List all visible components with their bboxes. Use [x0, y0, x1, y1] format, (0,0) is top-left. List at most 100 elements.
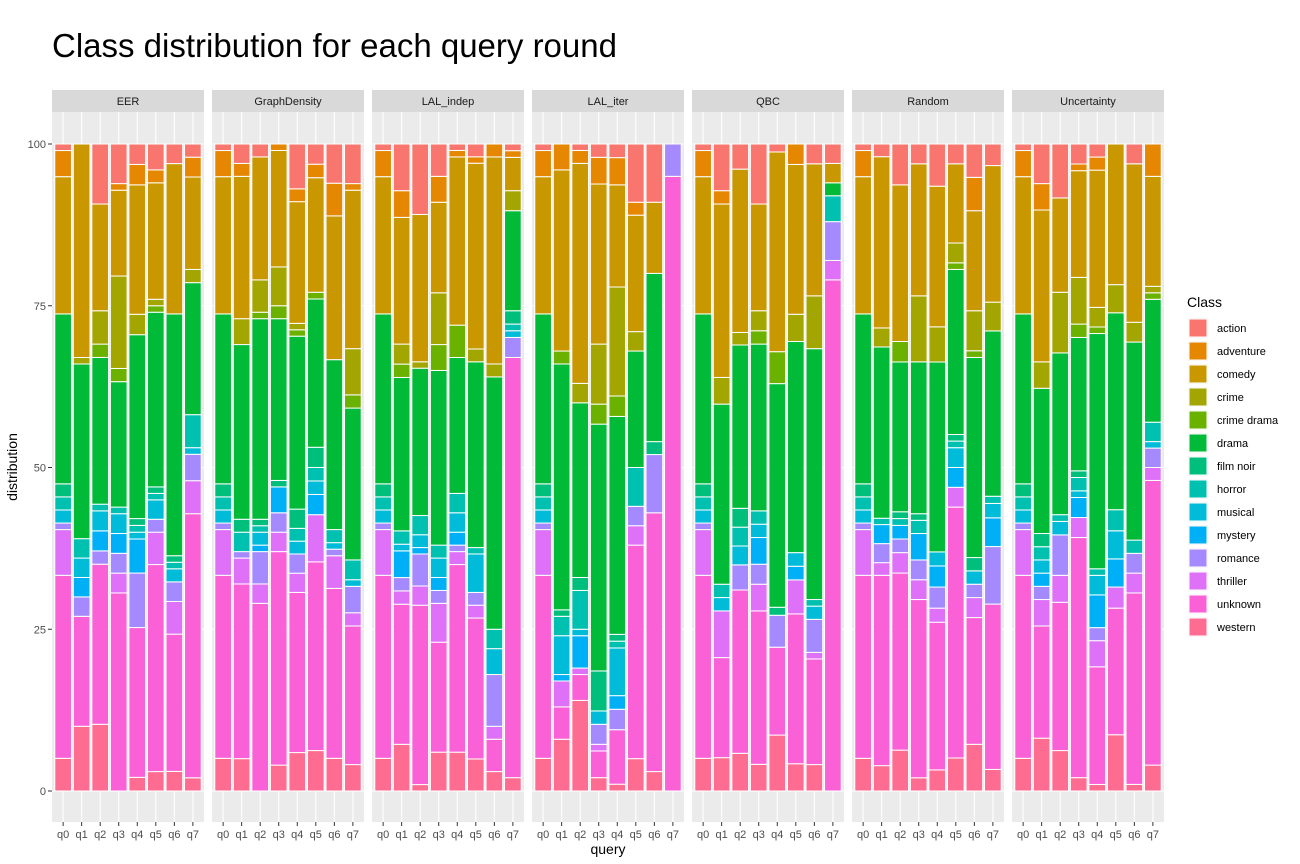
bar-segment-mystery — [392, 550, 411, 579]
bar-segment-western — [184, 777, 202, 792]
bar-segment-crime — [731, 331, 750, 346]
bar-segment-comedy — [306, 177, 325, 293]
bar-segment-musical — [184, 447, 202, 455]
bar-segment-romance — [694, 522, 712, 531]
bar-segment-musical — [1144, 441, 1162, 449]
legend-swatch — [1188, 433, 1208, 453]
bar-segment-crime — [146, 298, 165, 307]
facet-panel: QBC q0 q1 q2 q3 q4 q5 q6 q7 — [692, 90, 844, 841]
bar-segment-western — [1032, 737, 1051, 792]
bar-segment-crime-drama — [1144, 292, 1162, 300]
facet-panel: Uncertainty q0 q1 q2 q3 q4 q5 q6 q7 — [1012, 90, 1164, 841]
bar-segment-film-noir — [146, 486, 165, 494]
bar-segment-drama — [288, 335, 307, 510]
bar-segment-drama — [712, 403, 731, 585]
bar-segment-western — [306, 750, 325, 792]
bar-segment-thriller — [146, 531, 165, 566]
bar-segment-comedy — [485, 156, 504, 365]
bar-segment-western — [571, 699, 590, 792]
legend-label: crime — [1217, 392, 1244, 404]
bar-segment-horror — [749, 510, 768, 525]
bar-segment-film-noir — [909, 513, 928, 521]
bar-segment-adventure — [786, 143, 805, 165]
bar-segment-horror — [429, 544, 448, 559]
bar-segment-western — [72, 725, 91, 792]
bar-segment-mystery — [946, 467, 965, 488]
bar-segment-thriller — [854, 529, 872, 576]
bar-segment-musical — [946, 447, 965, 468]
bar-segment-western — [768, 734, 787, 792]
bar-segment-action — [965, 143, 984, 178]
facet-strip-label: LAL_iter — [588, 96, 629, 108]
x-tick-label: q7 — [987, 829, 999, 841]
legend-label: mystery — [1217, 530, 1256, 542]
bar-segment-action — [872, 143, 891, 158]
bar-segment-thriller — [448, 551, 467, 566]
bar-segment-crime-drama — [749, 330, 768, 345]
bar-segment-comedy — [552, 169, 571, 352]
bar-segment-thriller — [534, 529, 552, 576]
bar-segment-unknown — [448, 564, 467, 753]
bar-segment-comedy — [805, 163, 824, 297]
bar-segment-adventure — [1032, 183, 1051, 211]
bar-segment-horror — [1125, 539, 1144, 554]
bar-segment-film-noir — [854, 483, 872, 498]
bar-segment-horror — [712, 583, 731, 599]
bar-segment-film-noir — [1032, 533, 1051, 548]
bar-segment-romance — [344, 585, 362, 614]
bar-segment-musical — [288, 540, 307, 555]
bar-segment-romance — [1125, 552, 1144, 574]
bar-segment-unknown — [1014, 574, 1032, 759]
bar-segment-thriller — [824, 259, 842, 281]
bar-segment-unknown — [288, 591, 307, 754]
x-tick-label: q1 — [236, 829, 248, 841]
bar-segment-thriller — [288, 572, 307, 593]
x-tick-label: q4 — [451, 829, 463, 841]
facet-strip — [852, 90, 1004, 112]
x-tick-label: q4 — [931, 829, 943, 841]
bar-segment-crime — [288, 322, 307, 331]
bar-segment-film-noir — [128, 518, 147, 526]
bar-segment-mystery — [91, 530, 110, 552]
bar-segment-thriller — [946, 486, 965, 508]
bar-segment-action — [731, 143, 750, 170]
bar-segment-drama — [552, 363, 571, 611]
bar-segment-film-noir — [645, 441, 664, 456]
bar-segment-horror — [232, 531, 251, 553]
bar-segment-drama — [1069, 336, 1088, 472]
bar-segment-unknown — [891, 572, 910, 751]
bar-segment-musical — [374, 509, 392, 524]
bar-segment-western — [645, 771, 664, 792]
bar-segment-adventure — [344, 183, 362, 191]
bar-segment-comedy — [232, 175, 251, 320]
bar-segment-crime — [984, 301, 1002, 332]
bar-segment-western — [731, 752, 750, 792]
x-tick-label: q4 — [131, 829, 143, 841]
y-tick-label: 25 — [34, 624, 46, 636]
x-tick-label: q0 — [377, 829, 389, 841]
bar-segment-romance — [165, 581, 184, 602]
bar-segment-unknown — [392, 603, 411, 745]
bar-segment-drama — [534, 313, 552, 485]
bar-segment-musical — [1069, 490, 1088, 499]
bar-segment-comedy — [1051, 197, 1070, 293]
bar-segment-action — [165, 143, 184, 165]
bar-segment-adventure — [1088, 156, 1107, 171]
bar-segment-crime-drama — [288, 329, 307, 337]
facet-strip-label: Uncertainty — [1060, 96, 1116, 108]
bar-segment-crime-drama — [589, 403, 608, 425]
bar-segment-horror — [946, 440, 965, 449]
bar-segment-action — [909, 143, 928, 165]
bar-segment-action — [411, 143, 430, 215]
bar-segment-thriller — [909, 579, 928, 601]
bar-segment-crime-drama — [448, 324, 467, 359]
bar-segment-horror — [504, 323, 522, 332]
bar-segment-drama — [589, 423, 608, 672]
bar-segment-unknown — [504, 356, 522, 779]
bar-segment-action — [1051, 143, 1070, 199]
bar-segment-action — [128, 143, 147, 165]
bar-segment-adventure — [184, 156, 202, 178]
bar-segment-crime-drama — [392, 363, 411, 378]
x-tick-label: q0 — [57, 829, 69, 841]
